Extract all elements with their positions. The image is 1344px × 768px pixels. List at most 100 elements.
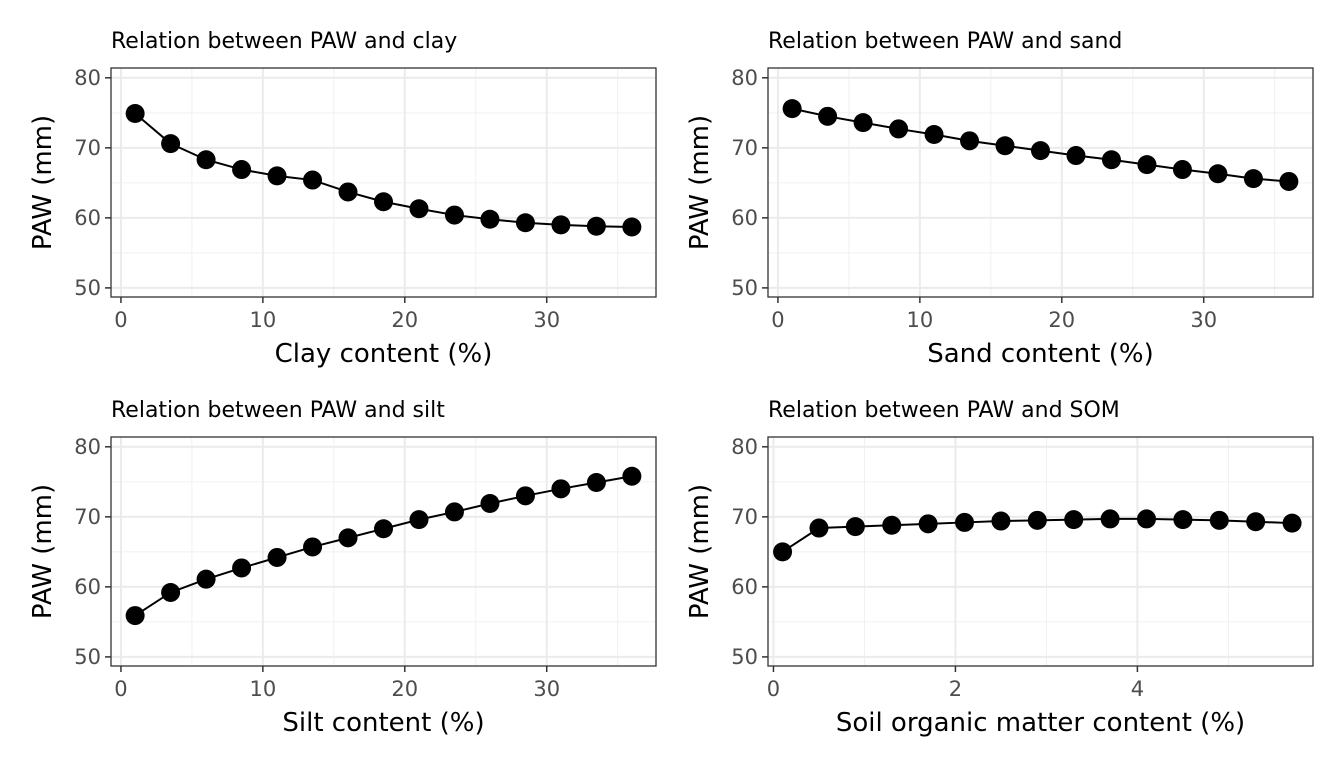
data-point [515, 213, 535, 233]
y-tick-label: 80 [74, 66, 101, 90]
data-point [1282, 513, 1302, 533]
data-point [1246, 512, 1266, 532]
y-tick-label: 80 [731, 435, 758, 459]
data-point [267, 547, 287, 567]
data-point [586, 216, 606, 236]
data-point [882, 515, 902, 535]
x-tick-label: 30 [533, 308, 560, 332]
x-tick-label: 30 [1190, 308, 1217, 332]
data-point [622, 466, 642, 486]
x-tick-label: 0 [771, 308, 784, 332]
data-point [161, 134, 181, 154]
panel-border [110, 67, 657, 298]
data-point [1066, 146, 1086, 166]
x-axis-label: Soil organic matter content (%) [836, 708, 1245, 738]
data-point [374, 192, 393, 212]
data-point [1172, 160, 1192, 180]
x-tick-label: 20 [1048, 308, 1075, 332]
data-point [1031, 141, 1050, 161]
data-point [586, 473, 606, 493]
x-tick-label: 4 [1131, 677, 1144, 701]
x-tick-label: 2 [949, 677, 962, 701]
panel-4: 0 2 4 50 60 70 80 Relation between PAW and SOM S… [685, 398, 1314, 738]
data-point [1136, 509, 1156, 529]
y-tick-label: 80 [731, 66, 758, 90]
data-point [782, 99, 802, 119]
data-point [1027, 510, 1047, 530]
data-point [232, 558, 252, 578]
data-point [918, 514, 938, 534]
data-point [773, 542, 793, 562]
y-tick-label: 60 [74, 575, 101, 599]
y-tick-label: 70 [731, 136, 758, 160]
data-point [1173, 510, 1193, 530]
data-point [480, 494, 500, 514]
data-point [1243, 169, 1263, 189]
panel-title: Relation between PAW and silt [111, 398, 445, 423]
y-tick-label: 50 [731, 645, 758, 669]
data-point [889, 119, 909, 139]
data-point [125, 104, 145, 124]
panel-border [110, 436, 657, 667]
data-point [1209, 510, 1229, 530]
y-tick-label: 60 [731, 575, 758, 599]
panel-border [767, 67, 1314, 298]
data-point [374, 519, 393, 539]
data-point [480, 209, 500, 229]
y-tick-label: 50 [74, 645, 101, 669]
data-point [196, 150, 216, 170]
data-point [125, 606, 145, 626]
x-tick-label: 0 [767, 677, 780, 701]
data-point [1208, 164, 1228, 184]
panel-3: 0 10 20 30 50 60 70 80 Relation between PAW and … [28, 398, 657, 738]
x-tick-label: 10 [906, 308, 933, 332]
x-tick-label: 0 [114, 308, 127, 332]
x-tick-label: 30 [533, 677, 560, 701]
data-point [622, 217, 642, 237]
data-point [338, 528, 358, 548]
data-point [955, 512, 975, 532]
data-point [551, 479, 571, 499]
data-point [1064, 510, 1084, 530]
data-point [338, 182, 358, 202]
y-tick-label: 70 [731, 505, 758, 529]
data-point [444, 502, 464, 522]
x-axis-label: Silt content (%) [282, 708, 484, 738]
data-point [1100, 509, 1120, 529]
y-tick-label: 60 [74, 206, 101, 230]
y-tick-label: 70 [74, 136, 101, 160]
y-tick-label: 60 [731, 206, 758, 230]
y-tick-label: 80 [74, 435, 101, 459]
y-tick-label: 50 [731, 276, 758, 300]
data-point [845, 517, 865, 537]
data-point [1279, 171, 1299, 191]
data-point [303, 170, 323, 190]
x-tick-label: 10 [249, 308, 276, 332]
y-axis-label: PAW (mm) [685, 115, 715, 250]
data-point [991, 511, 1011, 531]
data-point [409, 199, 429, 219]
panel-1: 0 10 20 30 50 60 70 80 Relation between PAW and … [28, 29, 657, 369]
x-tick-label: 10 [249, 677, 276, 701]
x-tick-label: 20 [391, 677, 418, 701]
data-point [196, 569, 216, 589]
data-point [853, 113, 873, 133]
x-tick-label: 20 [391, 308, 418, 332]
x-axis-label: Sand content (%) [927, 339, 1153, 369]
data-point [161, 582, 181, 602]
data-point [960, 131, 980, 151]
data-point [515, 486, 535, 506]
x-axis-label: Clay content (%) [275, 339, 493, 369]
panel-title: Relation between PAW and SOM [768, 398, 1120, 423]
panel-2: 0 10 20 30 50 60 70 80 Relation between PAW and … [685, 29, 1314, 369]
data-point [232, 160, 252, 180]
data-point [267, 166, 287, 186]
data-point [1137, 155, 1157, 175]
data-point [995, 136, 1015, 156]
data-point [1101, 150, 1121, 170]
data-point [818, 106, 838, 126]
data-point [924, 125, 944, 145]
y-axis-label: PAW (mm) [28, 484, 58, 619]
data-point [303, 537, 323, 557]
